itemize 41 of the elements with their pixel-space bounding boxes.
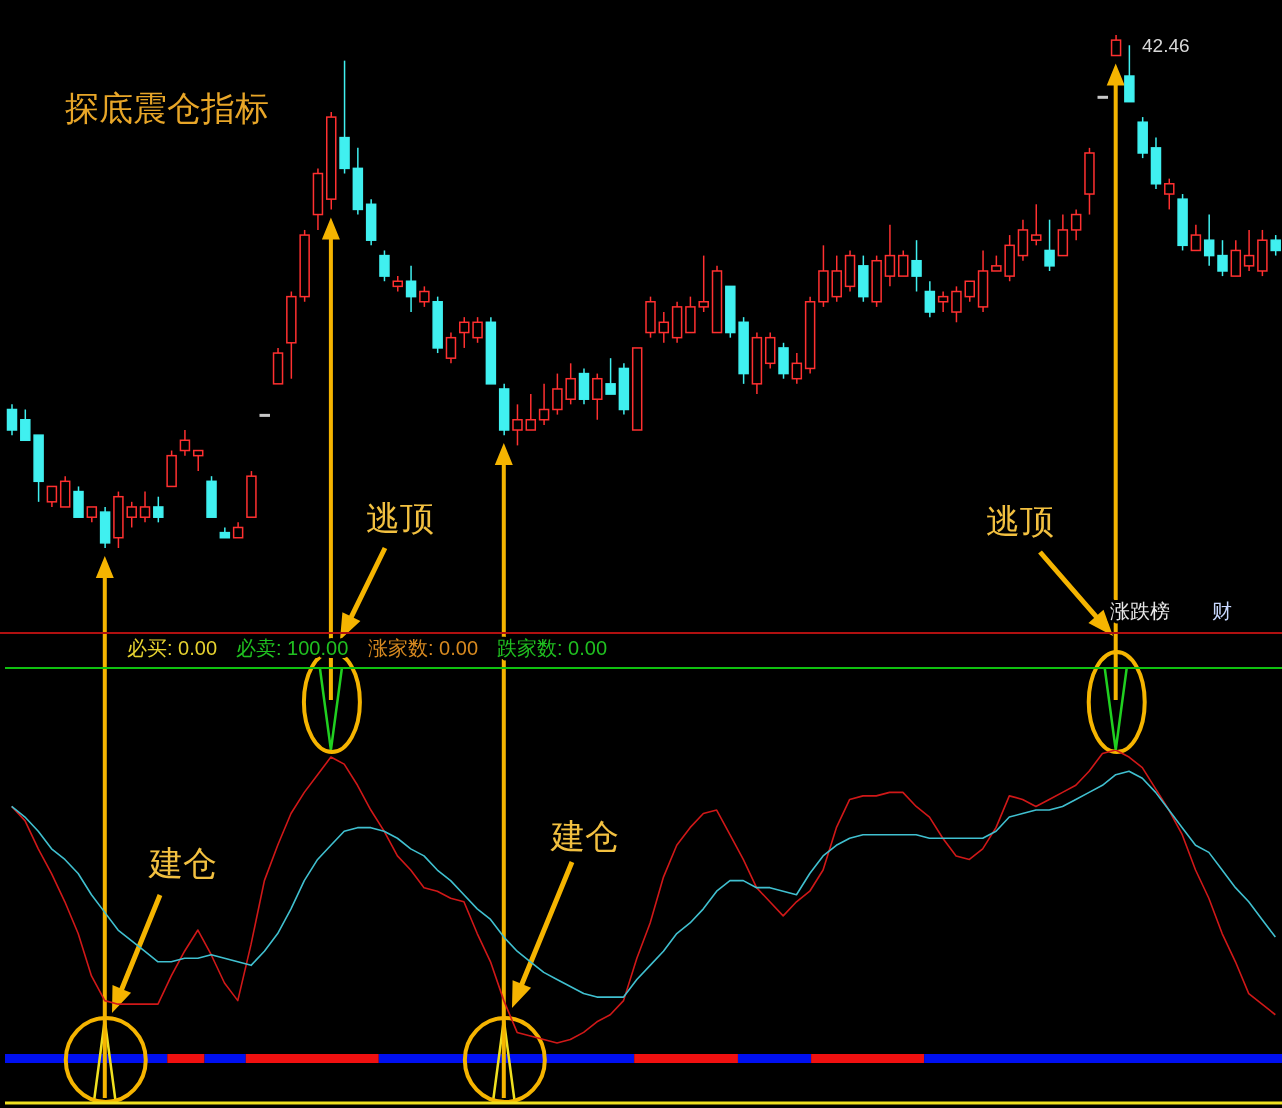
candlestick bbox=[538, 383, 550, 426]
annotation: 42.46 bbox=[1142, 35, 1190, 56]
candlestick bbox=[405, 265, 417, 313]
annotation: 逃顶 bbox=[986, 502, 1054, 540]
candlestick bbox=[6, 403, 18, 436]
candlestick bbox=[924, 280, 936, 318]
candlestick bbox=[179, 429, 191, 457]
candlestick bbox=[1243, 229, 1255, 272]
annotation: 逃顶 bbox=[366, 499, 434, 537]
annotation: 建仓 bbox=[550, 817, 619, 855]
text: 必买: 0.00 bbox=[127, 637, 218, 659]
candlestick bbox=[1203, 213, 1215, 267]
candlestick bbox=[259, 413, 270, 417]
candlestick bbox=[1097, 95, 1109, 99]
candlestick bbox=[578, 367, 590, 406]
candlestick bbox=[312, 167, 324, 231]
text: 财 bbox=[1212, 600, 1232, 622]
candlestick bbox=[671, 301, 683, 344]
candlestick bbox=[937, 290, 949, 313]
candlestick bbox=[884, 224, 896, 288]
candlestick bbox=[751, 331, 763, 395]
candlestick bbox=[764, 331, 776, 370]
candlestick bbox=[791, 352, 803, 385]
candlestick bbox=[352, 147, 364, 216]
candlestick bbox=[139, 490, 151, 524]
candlestick bbox=[1017, 218, 1029, 262]
candlestick bbox=[977, 249, 989, 313]
candlestick bbox=[618, 362, 630, 416]
candlestick bbox=[498, 383, 510, 436]
text: 涨家数: 0.00 bbox=[368, 637, 479, 659]
candlestick bbox=[658, 311, 670, 344]
text: 探底震仓指标 bbox=[65, 89, 269, 127]
annotation: 建仓 bbox=[148, 844, 217, 882]
candlestick bbox=[1070, 208, 1082, 241]
candlestick bbox=[804, 295, 816, 375]
candlestick bbox=[844, 249, 856, 293]
candlestick bbox=[365, 198, 377, 247]
candlestick bbox=[445, 331, 457, 365]
candlestick bbox=[1150, 136, 1162, 190]
candlestick bbox=[392, 275, 404, 293]
candlestick bbox=[99, 506, 111, 548]
